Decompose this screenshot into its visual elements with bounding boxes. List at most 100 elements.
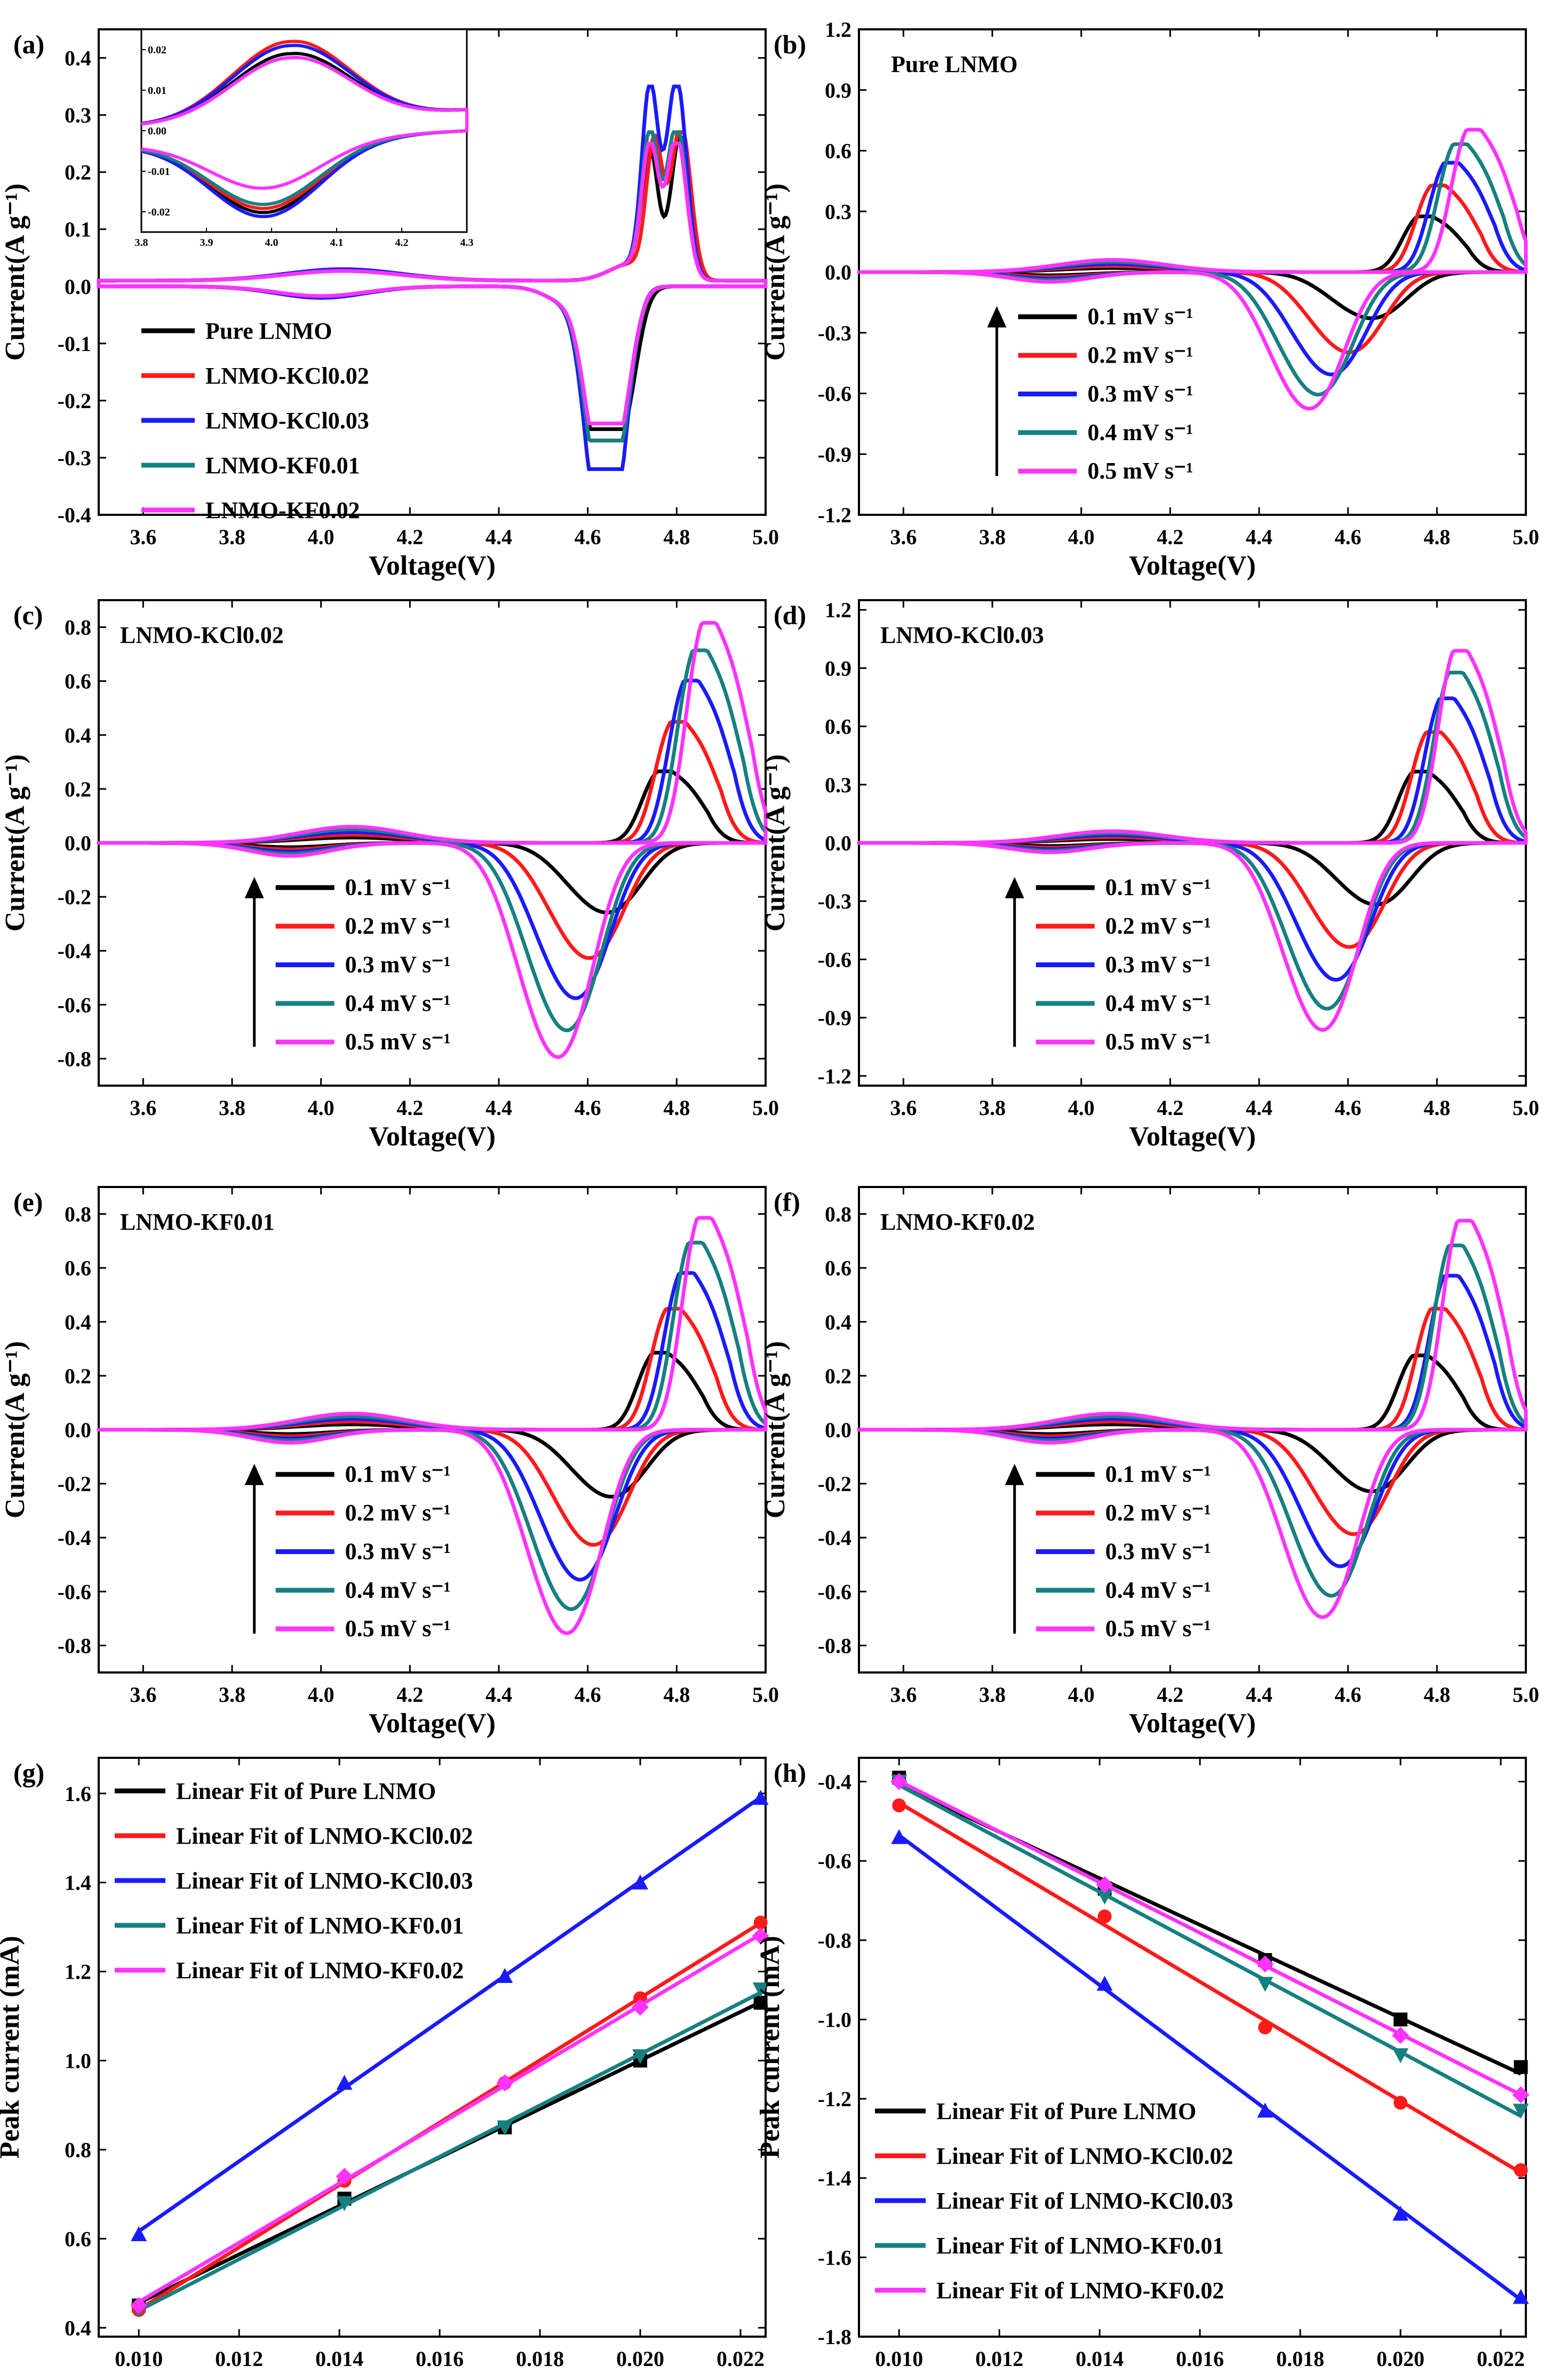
data-point <box>632 2049 649 2065</box>
panel-c: 3.6 3.8 4.0 4.2 4.4 4.6 4.8 5.0 -0.8 -0.6 -0.4 -0.2… <box>0 599 779 1152</box>
sample-label: LNMO-KCl0.03 <box>880 622 1044 648</box>
y-axis-label: Current(A g⁻¹) <box>760 754 791 931</box>
legend-entry: Linear Fit of Pure LNMO <box>176 1778 436 1804</box>
legend-entry: 0.1 mV s⁻¹ <box>345 1461 451 1487</box>
x-tick-label: 3.6 <box>890 1096 917 1120</box>
x-tick-label: 5.0 <box>1513 525 1539 549</box>
x-tick-label: 4.6 <box>1335 1096 1362 1120</box>
x-tick-label: 4.0 <box>308 525 335 549</box>
y-tick-label: -0.4 <box>818 1526 851 1550</box>
cv-series-5 <box>97 621 768 1059</box>
legend-entry: 0.5 mV s⁻¹ <box>1105 1029 1211 1055</box>
x-tick-label: 4.8 <box>663 1096 690 1120</box>
y-tick-label: 0.9 <box>825 656 851 680</box>
arrow-head-icon <box>1005 1463 1024 1485</box>
y-tick-label: -0.3 <box>818 321 851 345</box>
y-axis-label: Current(A g⁻¹) <box>0 754 30 931</box>
y-tick-label: -0.4 <box>818 1770 851 1794</box>
x-axis-label: Voltage(V) <box>369 1708 496 1739</box>
legend-entry: Linear Fit of LNMO-KCl0.03 <box>936 2188 1233 2214</box>
x-tick-label: 0.016 <box>416 2347 464 2371</box>
legend-entry: 0.5 mV s⁻¹ <box>345 1615 451 1642</box>
legend-entry: 0.4 mV s⁻¹ <box>1105 990 1211 1016</box>
data-point <box>1513 2104 1529 2119</box>
y-tick-label: -1.6 <box>818 2245 851 2269</box>
y-axis-label: Peak current (mA) <box>0 1936 25 2159</box>
x-tick-label: 4.6 <box>1335 525 1362 549</box>
x-tick-label: 4.0 <box>1068 1683 1095 1707</box>
y-tick-label: -0.4 <box>58 939 91 963</box>
x-tick-label: 0.010 <box>875 2347 923 2371</box>
y-tick-label: -1.2 <box>818 503 851 527</box>
y-tick-label: 0.2 <box>825 1364 851 1388</box>
y-tick-label: 0.0 <box>825 260 851 284</box>
panel-g: 0.010 0.012 0.014 0.016 0.018 0.020 0.022 0.4 0.… <box>0 1757 769 2371</box>
x-tick-label: 0.010 <box>115 2347 163 2371</box>
y-axis-label: Peak current (mA) <box>755 1936 785 2159</box>
panel-label: (f) <box>774 1187 800 1217</box>
y-tick-label: 1.2 <box>825 18 851 42</box>
legend-entry: 0.2 mV s⁻¹ <box>1105 913 1211 939</box>
data-point <box>336 2168 353 2185</box>
y-tick-label: 1.6 <box>65 1782 91 1806</box>
y-tick-label: 0.8 <box>65 616 91 640</box>
data-point <box>1513 2289 1529 2304</box>
legend-entry: LNMO-KCl0.02 <box>205 363 369 389</box>
legend-entry: Linear Fit of LNMO-KF0.02 <box>936 2277 1224 2304</box>
legend-entry: 0.1 mV s⁻¹ <box>1105 1461 1211 1487</box>
x-tick-label: 4.2 <box>396 1096 423 1120</box>
x-tick-label: 4.6 <box>575 1683 601 1707</box>
arrow-head-icon <box>987 306 1007 328</box>
x-tick-label: 3.6 <box>130 1096 156 1120</box>
legend-entry: 0.2 mV s⁻¹ <box>345 913 451 939</box>
arrow-head-icon <box>244 877 264 898</box>
data-point <box>1257 1977 1273 1992</box>
cv-series-5 <box>857 128 1528 411</box>
y-tick-label: -0.2 <box>58 389 91 413</box>
y-tick-label: 0.0 <box>65 275 91 299</box>
y-tick-label: 0.6 <box>825 1256 851 1280</box>
y-tick-label: -0.3 <box>818 889 851 913</box>
data-point <box>497 1967 513 1983</box>
inset-x-tick-label: 4.1 <box>330 237 344 249</box>
data-point <box>632 1998 649 2016</box>
data-point <box>1392 2027 1410 2044</box>
fit-line <box>898 1779 1522 2097</box>
y-tick-label: -0.4 <box>58 1526 91 1550</box>
data-point <box>336 2196 353 2211</box>
inset-y-tick-label: 0.01 <box>148 85 166 97</box>
arrow-head-icon <box>1005 877 1024 898</box>
x-tick-label: 0.020 <box>1376 2347 1424 2371</box>
legend-entry: Linear Fit of Pure LNMO <box>936 2098 1196 2124</box>
x-tick-label: 4.8 <box>663 525 690 549</box>
y-tick-label: -0.4 <box>58 503 91 527</box>
y-tick-label: -0.8 <box>818 1929 851 1953</box>
data-point <box>496 2074 514 2092</box>
x-tick-label: 3.8 <box>979 1096 1006 1120</box>
legend-entry: LNMO-KF0.01 <box>205 452 360 479</box>
x-tick-label: 4.2 <box>1157 1096 1183 1120</box>
panel-label: (h) <box>774 1758 806 1788</box>
y-tick-label: 0.3 <box>65 103 91 128</box>
x-tick-label: 3.8 <box>979 525 1006 549</box>
x-tick-label: 4.2 <box>1157 525 1183 549</box>
y-tick-label: -0.9 <box>818 1006 851 1030</box>
panel-e: 3.6 3.8 4.0 4.2 4.4 4.6 4.8 5.0 -0.8 -0.6 -0.4 -0.2… <box>0 1186 779 1739</box>
data-point <box>1394 2012 1408 2027</box>
x-tick-label: 4.4 <box>485 1683 512 1707</box>
x-axis-label: Voltage(V) <box>369 551 496 581</box>
x-tick-label: 3.6 <box>130 1683 156 1707</box>
legend-entry: 0.3 mV s⁻¹ <box>345 951 451 977</box>
legend-entry: 0.4 mV s⁻¹ <box>1087 419 1193 445</box>
x-tick-label: 0.016 <box>1176 2347 1224 2371</box>
inset-x-tick-label: 4.3 <box>460 237 474 249</box>
y-axis-label: Current(A g⁻¹) <box>760 1341 791 1518</box>
x-tick-label: 3.8 <box>979 1683 1006 1707</box>
y-tick-label: -1.4 <box>818 2166 851 2190</box>
legend-entry: 0.2 mV s⁻¹ <box>1105 1500 1211 1526</box>
y-tick-label: -0.2 <box>58 1472 91 1496</box>
data-point <box>1096 1876 1113 1893</box>
x-tick-label: 5.0 <box>752 1683 779 1707</box>
y-tick-label: -0.3 <box>58 446 91 470</box>
legend-entry: Linear Fit of LNMO-KCl0.03 <box>176 1868 473 1894</box>
